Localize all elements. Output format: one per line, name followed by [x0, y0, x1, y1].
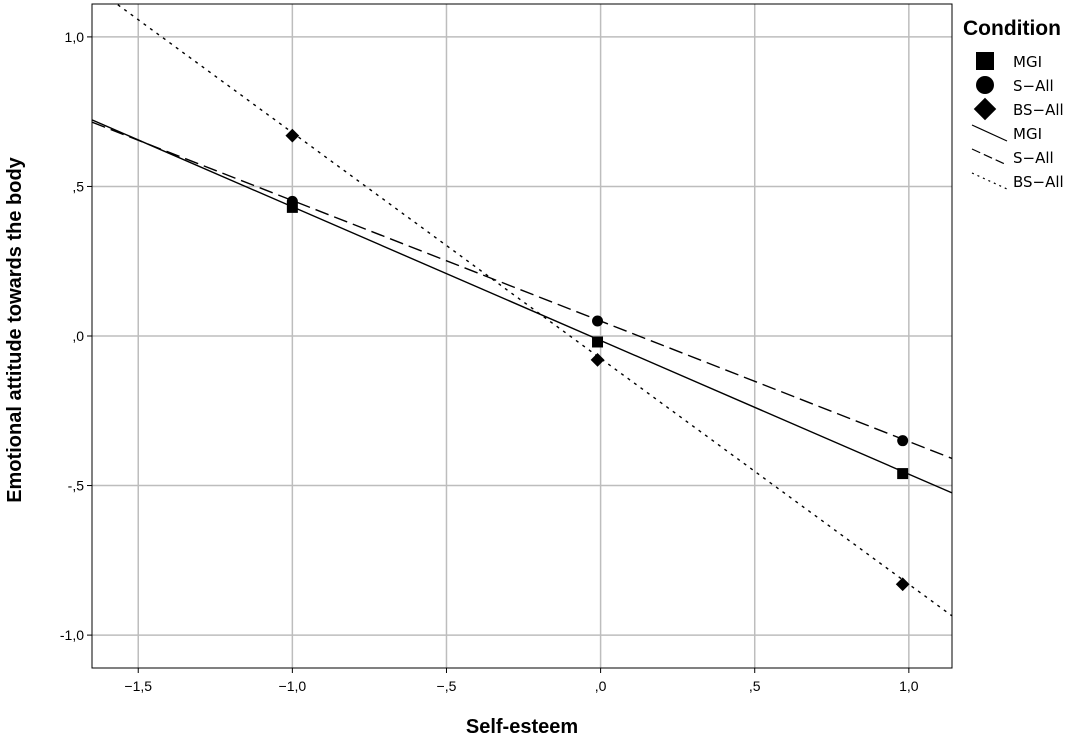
fit-lines — [92, 4, 952, 617]
x-tick-label-5: 1,0 — [899, 678, 919, 694]
y-tick-label-0: 1,0 — [65, 29, 85, 45]
point-mgi-1 — [592, 336, 604, 348]
x-tick-label-4: ,5 — [749, 678, 761, 694]
y-tick-label-4: -1,0 — [60, 627, 84, 643]
x-axis-title: Self-esteem — [466, 716, 578, 738]
x-tick-label-2: −,5 — [437, 678, 457, 694]
legend: Condition MGI S−All BS−All MGI S−All BS−All — [963, 17, 1064, 191]
y-axis-title: Emotional attitude towards the body — [4, 156, 26, 502]
point-bs-all-2 — [895, 577, 910, 592]
point-bs-all-1 — [590, 353, 605, 367]
legend-marker-mgi — [976, 52, 994, 70]
y-tick-label-1: ,5 — [72, 178, 84, 194]
point-mgi-2 — [897, 468, 909, 480]
legend-line-mgi — [971, 124, 1008, 142]
y-axis-ticks: 1,0 ,5 ,0 -,5 -1,0 — [60, 29, 92, 643]
point-s-all-2 — [897, 435, 909, 447]
x-axis-ticks: −1,5 −1,0 −,5 ,0 ,5 1,0 — [124, 668, 919, 694]
legend-marker-label-s-all: S−All — [1013, 77, 1054, 95]
legend-line-s-all — [971, 148, 1008, 166]
fit-line-mgi — [92, 119, 952, 494]
legend-title: Condition — [963, 17, 1061, 40]
fit-line-bs-all — [115, 4, 952, 617]
x-tick-label-3: ,0 — [595, 678, 607, 694]
x-tick-label-1: −1,0 — [279, 678, 307, 694]
y-tick-label-2: ,0 — [72, 328, 84, 344]
x-tick-label-0: −1,5 — [124, 678, 152, 694]
legend-line-label-bs-all: BS−All — [1013, 173, 1064, 191]
legend-marker-s-all — [976, 76, 994, 94]
legend-marker-bs-all — [973, 97, 997, 121]
legend-line-bs-all — [971, 172, 1008, 190]
data-markers — [285, 128, 910, 592]
grid — [92, 4, 952, 668]
legend-line-label-mgi: MGI — [1013, 125, 1042, 143]
fit-line-s-all — [92, 121, 952, 460]
point-s-all-1 — [592, 315, 604, 327]
point-s-all-0 — [286, 195, 298, 207]
legend-line-label-s-all: S−All — [1013, 149, 1054, 167]
legend-marker-label-mgi: MGI — [1013, 53, 1042, 71]
point-mgi-0 — [286, 201, 298, 213]
point-bs-all-0 — [285, 128, 300, 143]
y-tick-label-3: -,5 — [68, 478, 85, 494]
legend-marker-label-bs-all: BS−All — [1013, 101, 1064, 119]
